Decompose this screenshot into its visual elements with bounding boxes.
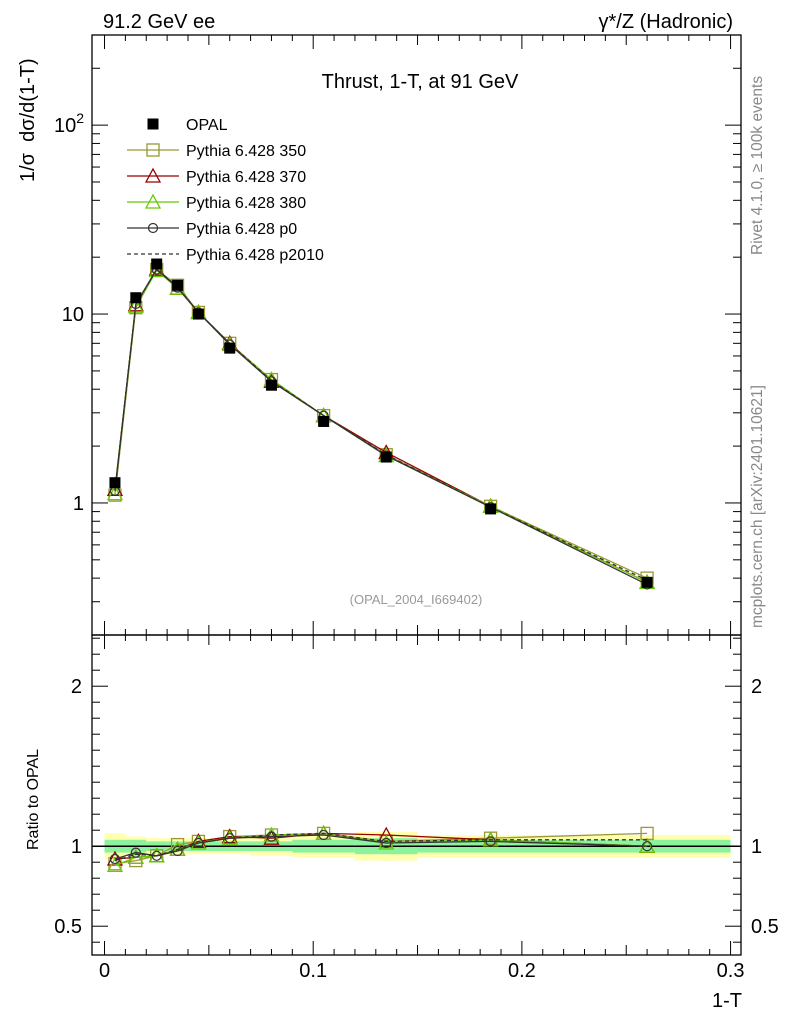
header-left: 91.2 GeV ee bbox=[103, 11, 215, 33]
data-point bbox=[192, 308, 204, 320]
side-source-label: mcplots.cern.ch [arXiv:2401.10621] bbox=[749, 385, 766, 628]
legend-marker bbox=[144, 167, 162, 183]
ratio-panel: 0 0.1 0.2 0.3 0.5 0.5 1 1 2 2 bbox=[54, 634, 779, 982]
x-tick-label: 0.1 bbox=[299, 960, 327, 982]
analysis-label: (OPAL_2004_I669402) bbox=[350, 592, 483, 607]
series-point-main bbox=[127, 297, 144, 313]
data-point bbox=[130, 292, 142, 304]
ratio-tick-label-right: 2 bbox=[751, 676, 762, 698]
series-point-ratio bbox=[106, 857, 124, 873]
header-right: γ*/Z (Hadronic) bbox=[599, 11, 733, 33]
ratio-tick-label-right: 0.5 bbox=[751, 916, 779, 938]
series-point-ratio bbox=[263, 829, 280, 845]
ratio-tick-label-left: 2 bbox=[71, 676, 82, 698]
series-point-ratio bbox=[485, 836, 496, 847]
ratio-tick-label-left: 0.5 bbox=[54, 916, 82, 938]
data-point bbox=[151, 258, 163, 270]
data-point bbox=[485, 503, 497, 515]
data-point bbox=[109, 477, 121, 489]
series-point-ratio bbox=[109, 853, 121, 865]
series-point-ratio bbox=[130, 847, 141, 858]
ratio-axis-title: Ratio to OPAL bbox=[25, 749, 42, 850]
series-point-ratio bbox=[127, 849, 144, 865]
series-point-ratio bbox=[193, 837, 204, 849]
legend-label: Pythia 6.428 370 bbox=[186, 169, 306, 186]
x-axis-title: 1-T bbox=[712, 990, 742, 1012]
legend-label: OPAL bbox=[186, 117, 228, 134]
legend-marker-opal bbox=[147, 118, 159, 130]
series-point-ratio bbox=[641, 841, 653, 852]
y-tick-label: 1 bbox=[73, 493, 84, 515]
data-point bbox=[172, 279, 184, 291]
legend-marker bbox=[147, 222, 159, 234]
main-axes: 1 10 102 bbox=[54, 34, 741, 636]
data-point bbox=[265, 379, 277, 391]
ratio-tick-label-left: 1 bbox=[71, 836, 82, 858]
legend-label: Pythia 6.428 380 bbox=[186, 195, 306, 212]
y-axis-title: 1/σ dσ/d(1-T) bbox=[17, 58, 39, 182]
legend-marker bbox=[146, 143, 160, 157]
ratio-axes: 0 0.1 0.2 0.3 0.5 0.5 1 1 2 2 bbox=[54, 635, 779, 982]
x-tick-label: 0.3 bbox=[717, 960, 745, 982]
data-point bbox=[641, 576, 653, 588]
legend-marker bbox=[144, 193, 162, 209]
data-point bbox=[224, 342, 236, 354]
y-tick-label: 102 bbox=[54, 110, 84, 137]
series-point-ratio bbox=[318, 829, 329, 841]
y-tick-label: 10 bbox=[62, 304, 84, 326]
ratio-panel-frame bbox=[91, 634, 742, 956]
x-tick-label: 0.2 bbox=[508, 960, 536, 982]
legend-label: Pythia 6.428 p0 bbox=[186, 221, 297, 238]
series-line-ratio bbox=[114, 832, 648, 862]
ratio-tick-label-right: 1 bbox=[751, 836, 762, 858]
data-point bbox=[318, 415, 330, 427]
series-point-main bbox=[170, 278, 185, 292]
side-rivet-label: Rivet 4.1.0, ≥ 100k events bbox=[749, 76, 766, 255]
y-tick-exponent: 2 bbox=[76, 110, 84, 126]
x-tick-label: 0 bbox=[99, 960, 110, 982]
main-marks bbox=[106, 258, 656, 590]
ratio-marks bbox=[92, 825, 741, 873]
data-point bbox=[380, 451, 392, 463]
series-point-main bbox=[148, 262, 165, 278]
legend: OPAL Pythia 6.428 350 Pythia 6.428 370 Pyth… bbox=[127, 117, 324, 264]
main-panel: 1 10 102 Thrust, 1-T, at 91 GeV (OPAL_2004… bbox=[54, 34, 742, 636]
legend-label: Pythia 6.428 350 bbox=[186, 143, 306, 160]
series-point-ratio bbox=[381, 837, 392, 849]
series-point-ratio bbox=[266, 831, 277, 842]
chart-title: Thrust, 1-T, at 91 GeV bbox=[322, 71, 519, 93]
legend-label: Pythia 6.428 p2010 bbox=[186, 247, 324, 264]
